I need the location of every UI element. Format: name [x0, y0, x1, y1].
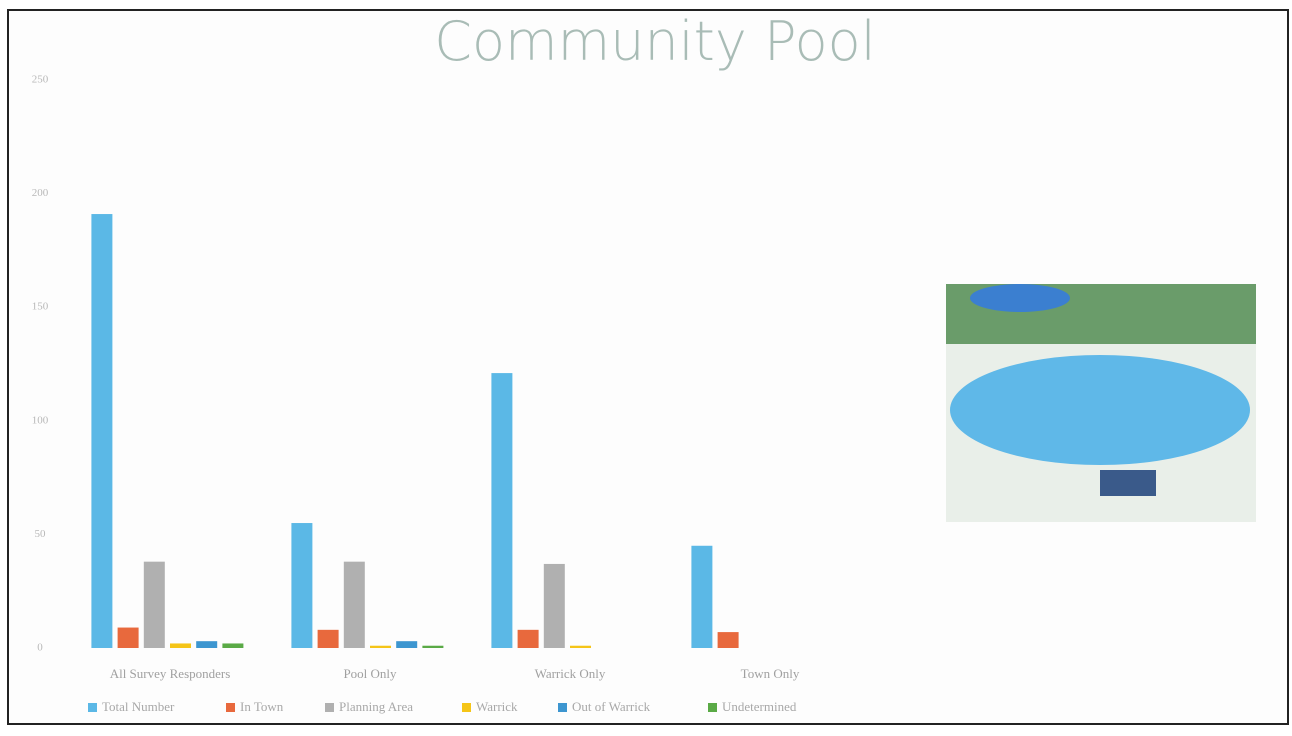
bar — [291, 523, 313, 648]
legend-label: Out of Warrick — [572, 699, 651, 714]
bar — [422, 645, 444, 648]
bar — [691, 545, 713, 648]
legend-swatch — [708, 703, 717, 712]
legend-label: In Town — [240, 699, 284, 714]
legend-swatch — [325, 703, 334, 712]
bar — [717, 632, 739, 648]
bar — [491, 373, 513, 648]
bar — [170, 643, 191, 648]
legend-swatch — [462, 703, 471, 712]
legend-label: Warrick — [476, 699, 518, 714]
bar — [570, 645, 591, 648]
legend-swatch — [558, 703, 567, 712]
legend-swatch — [88, 703, 97, 712]
bar — [370, 645, 391, 648]
image-umbrella — [970, 284, 1070, 312]
bar — [143, 561, 165, 648]
chart-title: Community Pool — [434, 10, 875, 73]
legend-label: Undetermined — [722, 699, 797, 714]
x-tick-label: Town Only — [741, 666, 800, 681]
y-tick-label: 50 — [35, 528, 47, 540]
y-tick-label: 200 — [32, 187, 49, 199]
legend-label: Planning Area — [339, 699, 413, 714]
bar — [343, 561, 365, 648]
bar — [222, 643, 244, 648]
x-tick-label: All Survey Responders — [110, 666, 231, 681]
y-tick-label: 150 — [32, 301, 49, 313]
x-tick-label: Pool Only — [343, 666, 397, 681]
bar — [396, 641, 418, 648]
legend-label: Total Number — [102, 699, 175, 714]
bar — [117, 627, 139, 648]
bar — [196, 641, 218, 648]
y-tick-label: 100 — [32, 414, 49, 426]
legend-swatch — [226, 703, 235, 712]
y-tick-label: 0 — [37, 642, 43, 654]
y-tick-label: 250 — [32, 74, 49, 86]
bar — [543, 563, 565, 648]
bar — [317, 629, 339, 648]
bar — [517, 629, 539, 648]
x-tick-label: Warrick Only — [535, 666, 606, 681]
bar — [91, 214, 113, 648]
pool-illustration — [946, 284, 1256, 522]
image-pool — [950, 355, 1250, 465]
image-sign — [1100, 470, 1156, 496]
